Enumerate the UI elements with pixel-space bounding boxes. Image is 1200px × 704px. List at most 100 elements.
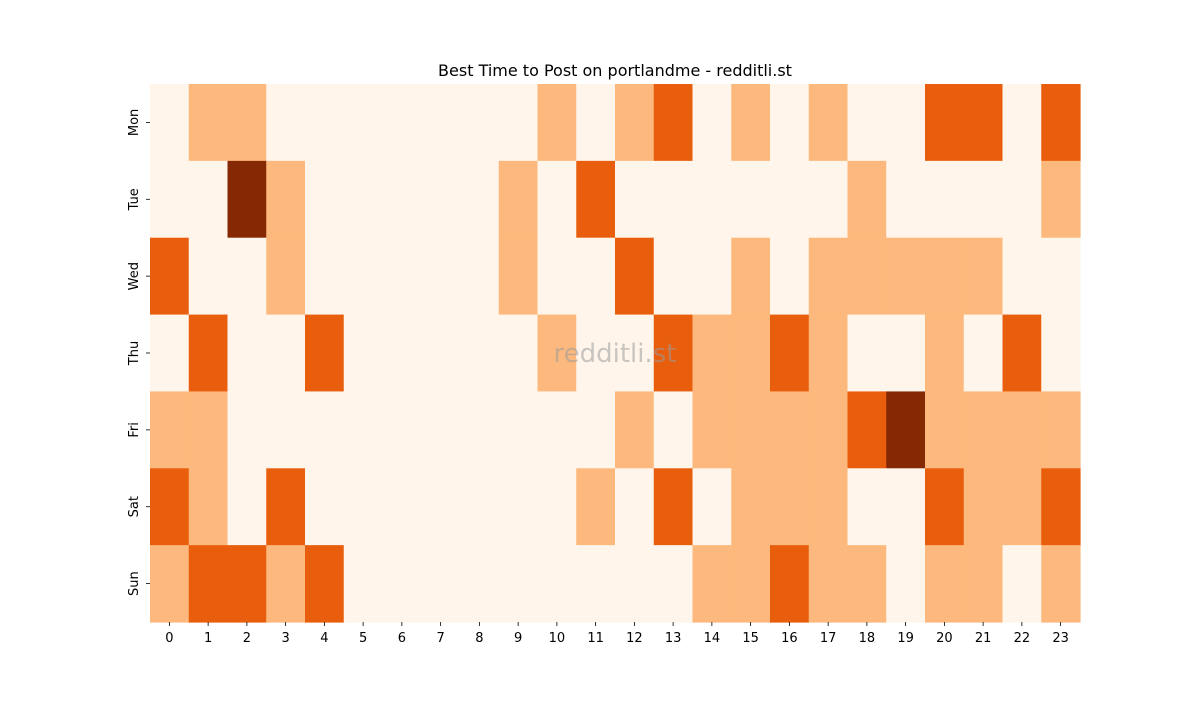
heatmap-cell-sat-13: [653, 468, 694, 546]
heatmap-cell-thu-11: [576, 314, 616, 393]
heatmap-cell-wed-18: [847, 237, 887, 316]
heatmap-cell-fri-6: [382, 391, 422, 469]
heatmap-cell-thu-12: [615, 314, 655, 393]
heatmap-cell-wed-22: [1002, 237, 1042, 316]
heatmap-cell-mon-0: [150, 84, 190, 162]
heatmap-cell-sat-12: [615, 468, 655, 546]
heatmap-cell-fri-22: [1002, 391, 1042, 469]
heatmap-cell-mon-21: [963, 84, 1004, 162]
x-tick-label-16: 16: [781, 631, 798, 646]
heatmap-cell-sat-18: [847, 468, 887, 546]
heatmap-cell-sat-0: [150, 468, 190, 546]
heatmap-cell-thu-2: [227, 314, 267, 393]
heatmap-cell-tue-6: [382, 160, 422, 239]
heatmap-cell-tue-18: [847, 160, 887, 239]
chart-title: Best Time to Post on portlandme - reddit…: [438, 61, 792, 80]
heatmap-cell-sun-2: [227, 545, 267, 623]
heatmap-cell-tue-3: [266, 160, 306, 239]
x-tick-label-6: 6: [398, 631, 406, 646]
heatmap-cell-sat-8: [460, 468, 500, 546]
heatmap-cell-thu-8: [460, 314, 500, 393]
heatmap-cell-sun-14: [692, 545, 732, 623]
heatmap-cell-fri-18: [847, 391, 887, 469]
y-tick-label-thu: Thu: [127, 341, 142, 366]
heatmap-cell-sun-9: [498, 545, 539, 623]
heatmap-cell-tue-5: [343, 160, 384, 239]
heatmap-cell-mon-15: [731, 84, 771, 162]
heatmap-cell-sun-7: [421, 545, 461, 623]
heatmap-cell-fri-2: [227, 391, 267, 469]
heatmap-cell-fri-15: [731, 391, 771, 469]
heatmap-cell-thu-13: [653, 314, 694, 393]
heatmap-cell-tue-10: [537, 160, 577, 239]
heatmap-cell-fri-19: [886, 391, 926, 469]
heatmap-cell-tue-22: [1002, 160, 1042, 239]
x-tick-label-8: 8: [475, 631, 483, 646]
heatmap-cell-sun-17: [808, 545, 849, 623]
heatmap-cell-mon-14: [692, 84, 732, 162]
heatmap-cell-mon-7: [421, 84, 461, 162]
heatmap-cell-tue-9: [498, 160, 539, 239]
heatmap-cell-sun-10: [537, 545, 577, 623]
heatmap-cell-sun-3: [266, 545, 306, 623]
heatmap-cell-tue-4: [305, 160, 345, 239]
heatmap-cell-mon-4: [305, 84, 345, 162]
heatmap-cell-fri-3: [266, 391, 306, 469]
x-tick-label-17: 17: [820, 631, 837, 646]
heatmap-cell-mon-3: [266, 84, 306, 162]
heatmap-cell-sat-4: [305, 468, 345, 546]
y-tick-label-wed: Wed: [127, 262, 142, 290]
heatmap-cell-sun-8: [460, 545, 500, 623]
heatmap-cell-fri-14: [692, 391, 732, 469]
y-tick-label-mon: Mon: [127, 109, 142, 136]
heatmap-cell-thu-17: [808, 314, 849, 393]
heatmap-cell-thu-9: [498, 314, 539, 393]
heatmap-cell-thu-3: [266, 314, 306, 393]
heatmap-cell-fri-9: [498, 391, 539, 469]
watermark-text: redditli.st: [554, 339, 677, 369]
heatmap-cell-sun-20: [925, 545, 965, 623]
x-tick-label-9: 9: [514, 631, 522, 646]
heatmap-cell-tue-14: [692, 160, 732, 239]
x-tick-label-12: 12: [626, 631, 643, 646]
heatmap-cell-fri-1: [188, 391, 229, 469]
heatmap-cell-wed-2: [227, 237, 267, 316]
heatmap-cell-tue-2: [227, 160, 267, 239]
heatmap-cell-thu-4: [305, 314, 345, 393]
heatmap-cell-fri-23: [1041, 391, 1081, 469]
heatmap-cell-sun-6: [382, 545, 422, 623]
x-tick-label-2: 2: [243, 631, 251, 646]
heatmap-cell-tue-7: [421, 160, 461, 239]
heatmap-cell-wed-9: [498, 237, 539, 316]
y-axis: Mon Tue Wed Thu Fri Sat Sun: [127, 109, 150, 596]
heatmap-cell-mon-16: [770, 84, 810, 162]
heatmap-cell-mon-20: [925, 84, 965, 162]
heatmap-cell-wed-21: [963, 237, 1004, 316]
heatmap-cell-sat-14: [692, 468, 732, 546]
heatmap-cell-sat-7: [421, 468, 461, 546]
heatmap-cell-wed-5: [343, 237, 384, 316]
heatmap-cell-wed-23: [1041, 237, 1081, 316]
heatmap-cell-mon-23: [1041, 84, 1081, 162]
y-tick-label-sat: Sat: [127, 496, 142, 517]
heatmap-cell-sat-23: [1041, 468, 1081, 546]
heatmap-cell-mon-6: [382, 84, 422, 162]
heatmap-cells: [150, 84, 1081, 623]
heatmap-cell-fri-7: [421, 391, 461, 469]
heatmap-cell-wed-16: [770, 237, 810, 316]
heatmap-cell-thu-16: [770, 314, 810, 393]
x-tick-label-22: 22: [1014, 631, 1031, 646]
heatmap-cell-thu-15: [731, 314, 771, 393]
heatmap-cell-wed-1: [188, 237, 229, 316]
heatmap-cell-tue-8: [460, 160, 500, 239]
heatmap-cell-fri-5: [343, 391, 384, 469]
heatmap-cell-tue-15: [731, 160, 771, 239]
x-tick-label-1: 1: [204, 631, 212, 646]
heatmap-cell-mon-2: [227, 84, 267, 162]
heatmap-cell-mon-10: [537, 84, 577, 162]
x-tick-label-5: 5: [359, 631, 367, 646]
heatmap-cell-sat-20: [925, 468, 965, 546]
heatmap-cell-tue-13: [653, 160, 694, 239]
